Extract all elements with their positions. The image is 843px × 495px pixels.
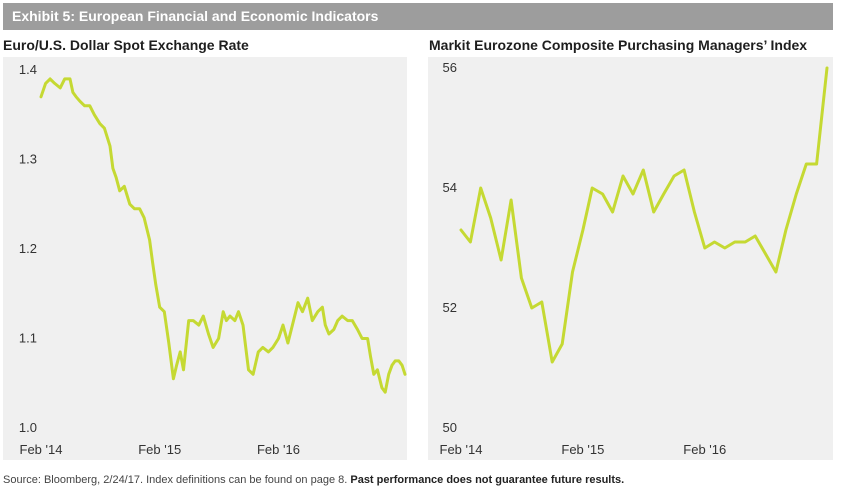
- y-tick-label-pmi: 54: [443, 180, 457, 195]
- x-tick-label-pmi: Feb '14: [440, 442, 483, 457]
- source-text: Source: Bloomberg, 2/24/17. Index defini…: [3, 474, 351, 486]
- source-note: Source: Bloomberg, 2/24/17. Index defini…: [3, 474, 624, 486]
- chart-eurusd: 1.0 1.1 1.2 1.3 1.4 Feb '14 Feb '15 Feb '16: [3, 57, 407, 460]
- chart-pmi-svg: 50 52 54 56 Feb '14 Feb '15 Feb '16: [440, 60, 829, 457]
- y-tick-label-eurusd: 1.4: [19, 62, 37, 77]
- chart-title-pmi: Markit Eurozone Composite Purchasing Man…: [429, 37, 808, 53]
- chart-eurusd-svg: 1.0 1.1 1.2 1.3 1.4 Feb '14 Feb '15 Feb '16: [19, 62, 407, 457]
- chart-pmi: 50 52 54 56 Feb '14 Feb '15 Feb '16: [428, 57, 833, 460]
- y-tick-label-pmi: 50: [443, 420, 457, 435]
- y-tick-label-eurusd: 1.0: [19, 420, 37, 435]
- y-tick-label-pmi: 52: [443, 300, 457, 315]
- series-line-eurusd: [39, 77, 407, 394]
- y-tick-label-eurusd: 1.1: [19, 331, 37, 346]
- y-tick-label-eurusd: 1.2: [19, 241, 37, 256]
- y-tick-label-eurusd: 1.3: [19, 152, 37, 167]
- exhibit-title: Exhibit 5: European Financial and Econom…: [12, 8, 379, 24]
- chart-title-eurusd: Euro/U.S. Dollar Spot Exchange Rate: [3, 37, 249, 53]
- series-line-pmi: [459, 66, 829, 364]
- y-tick-label-pmi: 56: [443, 60, 457, 75]
- disclaimer-text: Past performance does not guarantee futu…: [350, 474, 625, 486]
- x-tick-label-eurusd: Feb '16: [257, 442, 300, 457]
- x-tick-label-pmi: Feb '15: [561, 442, 604, 457]
- x-tick-label-eurusd: Feb '14: [20, 442, 63, 457]
- x-tick-label-eurusd: Feb '15: [138, 442, 181, 457]
- exhibit-header: Exhibit 5: European Financial and Econom…: [3, 3, 833, 30]
- x-tick-label-pmi: Feb '16: [683, 442, 726, 457]
